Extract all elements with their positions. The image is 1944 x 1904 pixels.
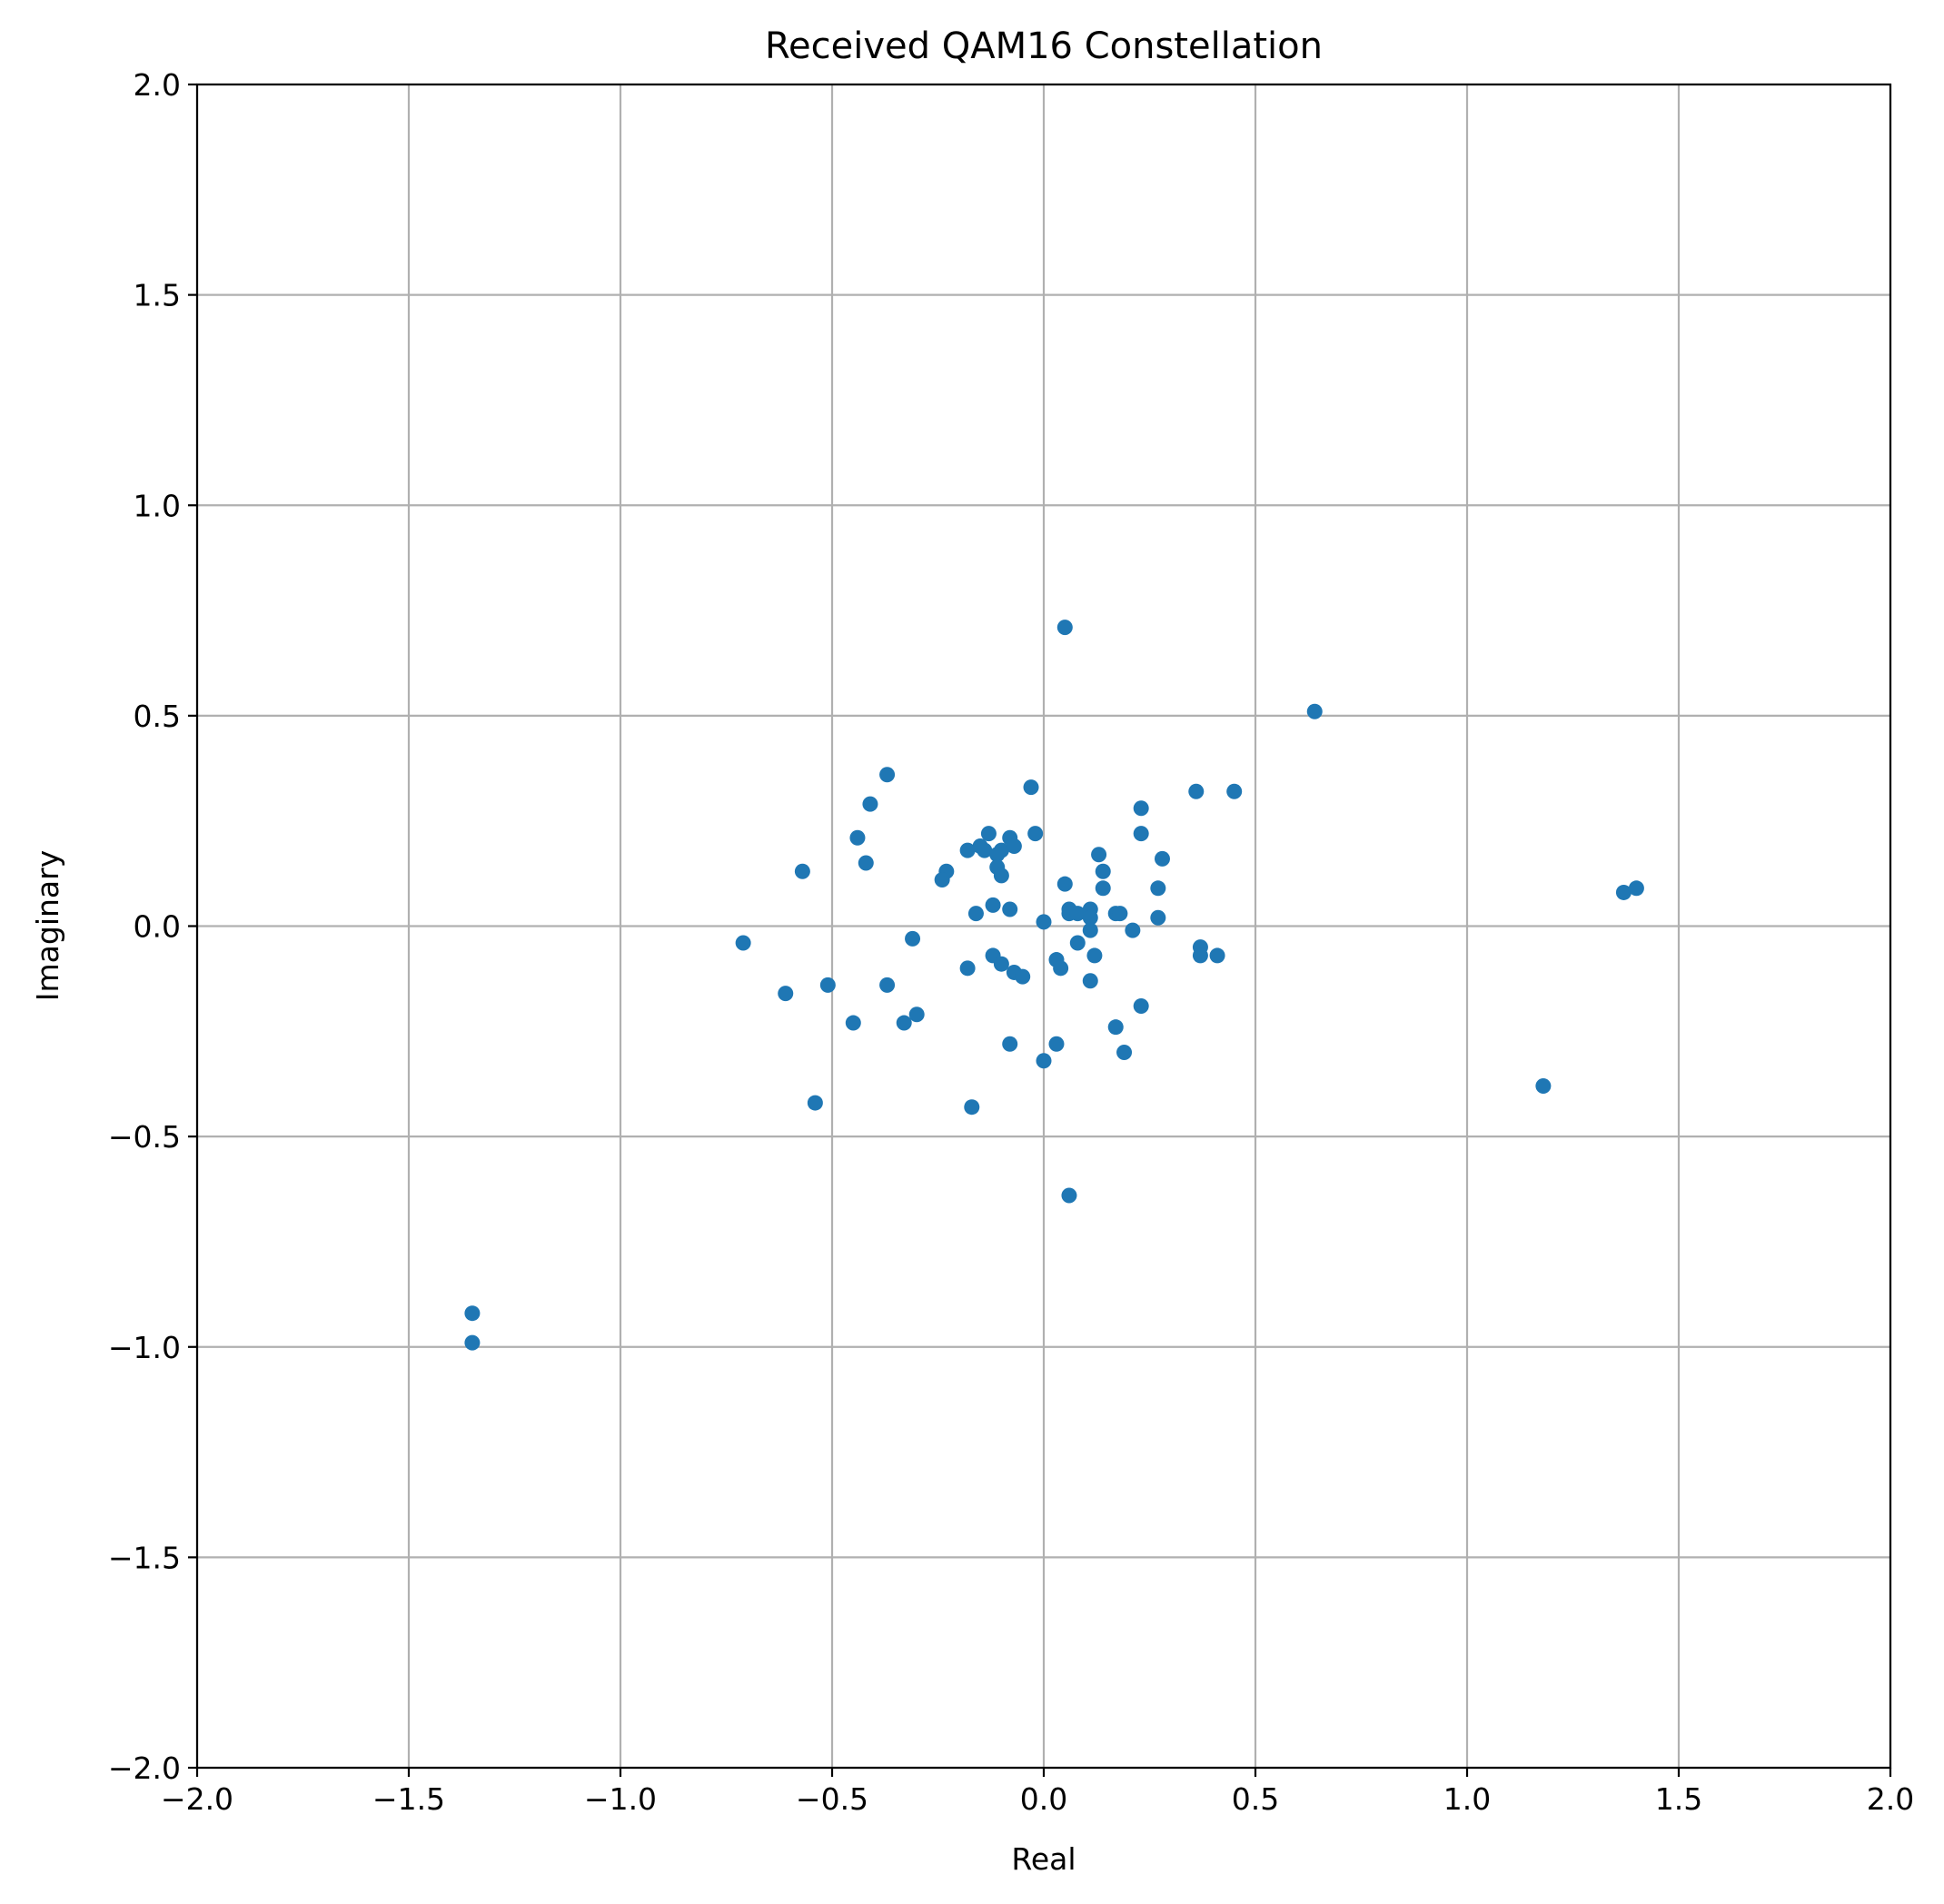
data-point [1192, 947, 1208, 964]
data-point [977, 842, 993, 858]
data-point [1056, 876, 1073, 892]
data-point [1535, 1078, 1552, 1095]
data-point [896, 1015, 912, 1031]
data-point [1082, 922, 1098, 938]
data-point [1154, 850, 1170, 867]
y-tick-label: −1.0 [108, 1330, 181, 1365]
y-tick-label: 0.0 [134, 909, 181, 945]
x-tick-label: −1.5 [372, 1781, 445, 1817]
data-point [989, 847, 1006, 863]
data-point [1150, 909, 1166, 926]
x-axis-label: Real [1011, 1841, 1076, 1877]
data-point [959, 842, 976, 858]
data-point [985, 897, 1001, 913]
data-point [807, 1095, 823, 1111]
data-point [1082, 973, 1098, 989]
data-point [1086, 947, 1103, 964]
data-point [1061, 1187, 1077, 1204]
data-point [1002, 1036, 1018, 1052]
chart-title: Received QAM16 Constellation [765, 25, 1323, 67]
data-point [858, 855, 874, 871]
data-point [862, 796, 878, 812]
y-tick-label: 0.5 [134, 699, 181, 734]
x-axis-ticks: −2.0 −1.5 −1.0 −0.5 0.0 0.5 1.0 1.5 2.0 [161, 1768, 1914, 1817]
x-tick-label: −0.5 [796, 1781, 868, 1817]
data-point [1112, 906, 1128, 922]
data-point [993, 956, 1009, 972]
y-tick-label: −0.5 [108, 1119, 181, 1155]
x-tick-label: 2.0 [1867, 1781, 1914, 1817]
data-point [1036, 1053, 1052, 1069]
data-point [1006, 838, 1022, 854]
y-tick-label: −2.0 [108, 1750, 181, 1786]
data-point [879, 977, 896, 993]
data-point [905, 930, 921, 947]
data-point [1002, 901, 1018, 917]
data-point [1615, 884, 1632, 900]
data-point [1095, 863, 1111, 879]
data-point [1150, 880, 1166, 897]
data-point [819, 977, 836, 993]
data-point [964, 1099, 980, 1116]
y-axis-ticks: −2.0 −1.5 −1.0 −0.5 0.0 0.5 1.0 1.5 2.0 [108, 67, 197, 1786]
data-point [1069, 906, 1086, 922]
data-point [735, 935, 751, 951]
data-point [1133, 800, 1149, 817]
data-point [1069, 935, 1086, 951]
y-tick-label: 2.0 [134, 67, 181, 103]
data-point [464, 1334, 481, 1351]
data-point [959, 960, 976, 977]
data-points [464, 620, 1644, 1351]
data-point [967, 906, 984, 922]
data-point [1015, 968, 1031, 985]
data-point [1226, 783, 1243, 799]
y-tick-label: 1.0 [134, 488, 181, 523]
data-point [845, 1015, 861, 1031]
data-point [1306, 703, 1323, 719]
data-point [1091, 847, 1107, 863]
data-point [1095, 880, 1111, 897]
x-tick-label: −2.0 [161, 1781, 233, 1817]
data-point [934, 872, 950, 888]
data-point [1133, 826, 1149, 842]
data-point [993, 868, 1009, 884]
x-tick-label: 1.5 [1655, 1781, 1702, 1817]
data-point [1048, 1036, 1065, 1052]
x-tick-label: 1.0 [1443, 1781, 1491, 1817]
data-point [1056, 620, 1073, 636]
data-point [464, 1305, 481, 1322]
data-point [1027, 826, 1044, 842]
data-point [1628, 880, 1644, 897]
data-point [879, 767, 896, 783]
y-axis-label: Imaginary [30, 850, 65, 1001]
data-point [778, 986, 794, 1002]
data-point [1125, 922, 1141, 938]
x-tick-label: 0.5 [1232, 1781, 1279, 1817]
y-tick-label: −1.5 [108, 1540, 181, 1575]
data-point [1107, 1019, 1124, 1036]
data-point [980, 826, 997, 842]
data-point [1188, 783, 1205, 799]
data-point [1053, 960, 1069, 977]
data-point [1116, 1044, 1133, 1060]
data-point [849, 829, 866, 846]
data-point [1023, 779, 1039, 796]
data-point [1036, 914, 1052, 930]
data-point [1082, 909, 1098, 926]
x-tick-label: 0.0 [1020, 1781, 1067, 1817]
y-tick-label: 1.5 [134, 278, 181, 313]
x-tick-label: −1.0 [584, 1781, 657, 1817]
data-point [1209, 947, 1225, 964]
data-point [794, 863, 810, 879]
data-point [908, 1007, 925, 1023]
data-point [1133, 998, 1149, 1015]
